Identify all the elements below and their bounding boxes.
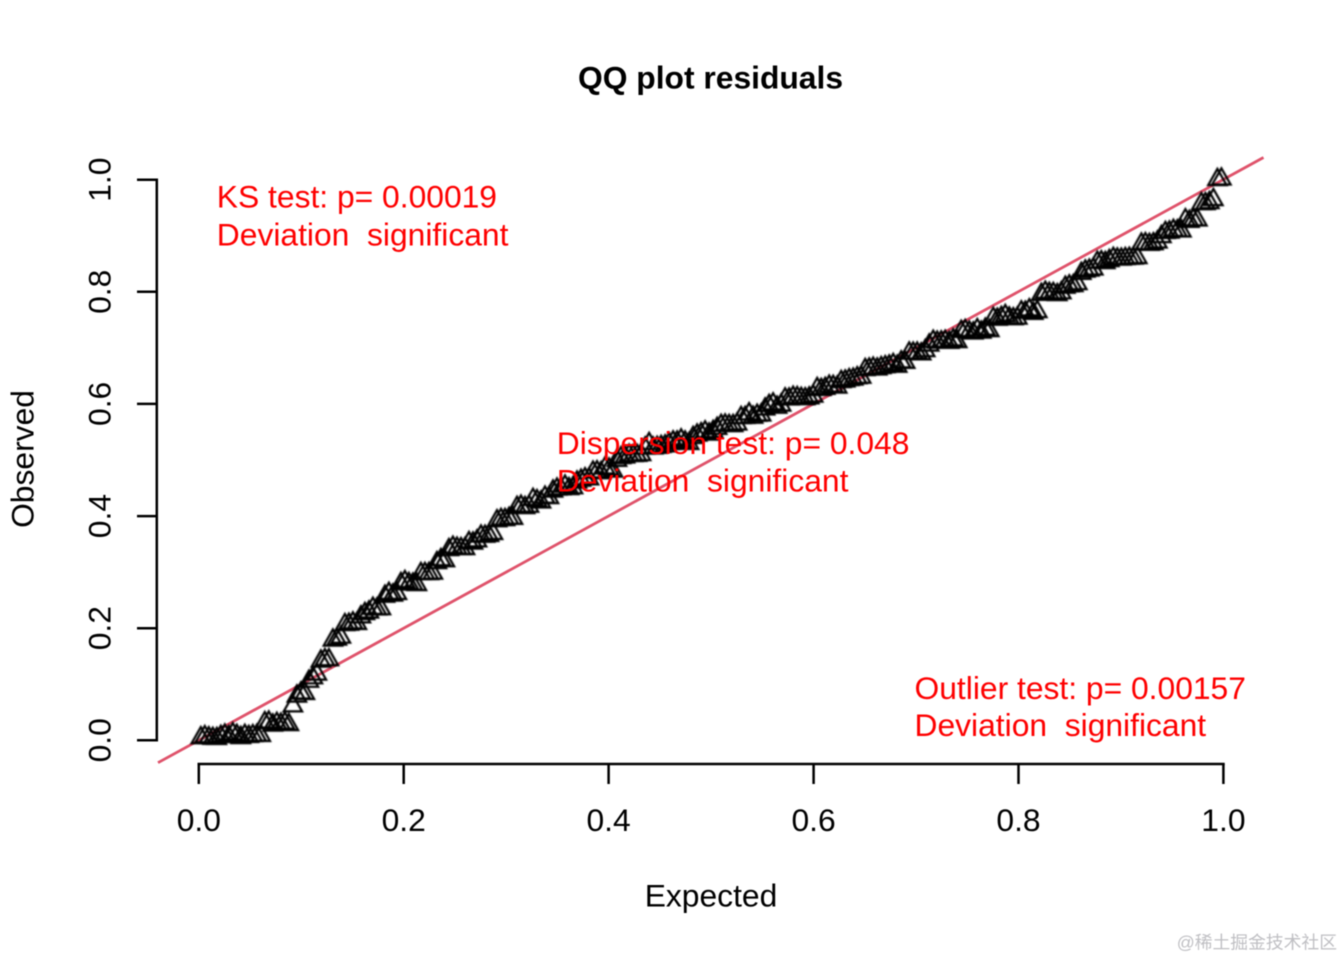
svg-text:Expected: Expected [645,877,778,913]
svg-text:0.4: 0.4 [81,494,117,538]
svg-text:0.0: 0.0 [177,802,221,838]
svg-text:Observed: Observed [5,390,41,528]
svg-text:0.6: 0.6 [791,802,835,838]
svg-text:0.4: 0.4 [586,802,630,838]
svg-text:@稀土掘金技术社区: @稀土掘金技术社区 [1177,933,1337,953]
svg-text:0.2: 0.2 [382,802,426,838]
svg-text:1.0: 1.0 [1201,802,1245,838]
svg-text:0.2: 0.2 [81,606,117,650]
svg-text:0.0: 0.0 [81,718,117,762]
svg-text:Dispersion test: p= 0.048: Dispersion test: p= 0.048 [557,425,910,461]
svg-text:Deviation significant: Deviation significant [217,216,509,252]
svg-text:0.8: 0.8 [996,802,1040,838]
svg-text:Outlier test: p= 0.00157: Outlier test: p= 0.00157 [915,670,1246,706]
svg-text:Deviation significant: Deviation significant [557,463,849,499]
svg-text:Deviation significant: Deviation significant [915,707,1207,743]
svg-text:QQ plot residuals: QQ plot residuals [578,59,843,95]
svg-text:1.0: 1.0 [81,158,117,202]
svg-text:0.6: 0.6 [81,382,117,426]
svg-text:KS test: p= 0.00019: KS test: p= 0.00019 [217,179,497,215]
svg-text:0.8: 0.8 [81,270,117,314]
